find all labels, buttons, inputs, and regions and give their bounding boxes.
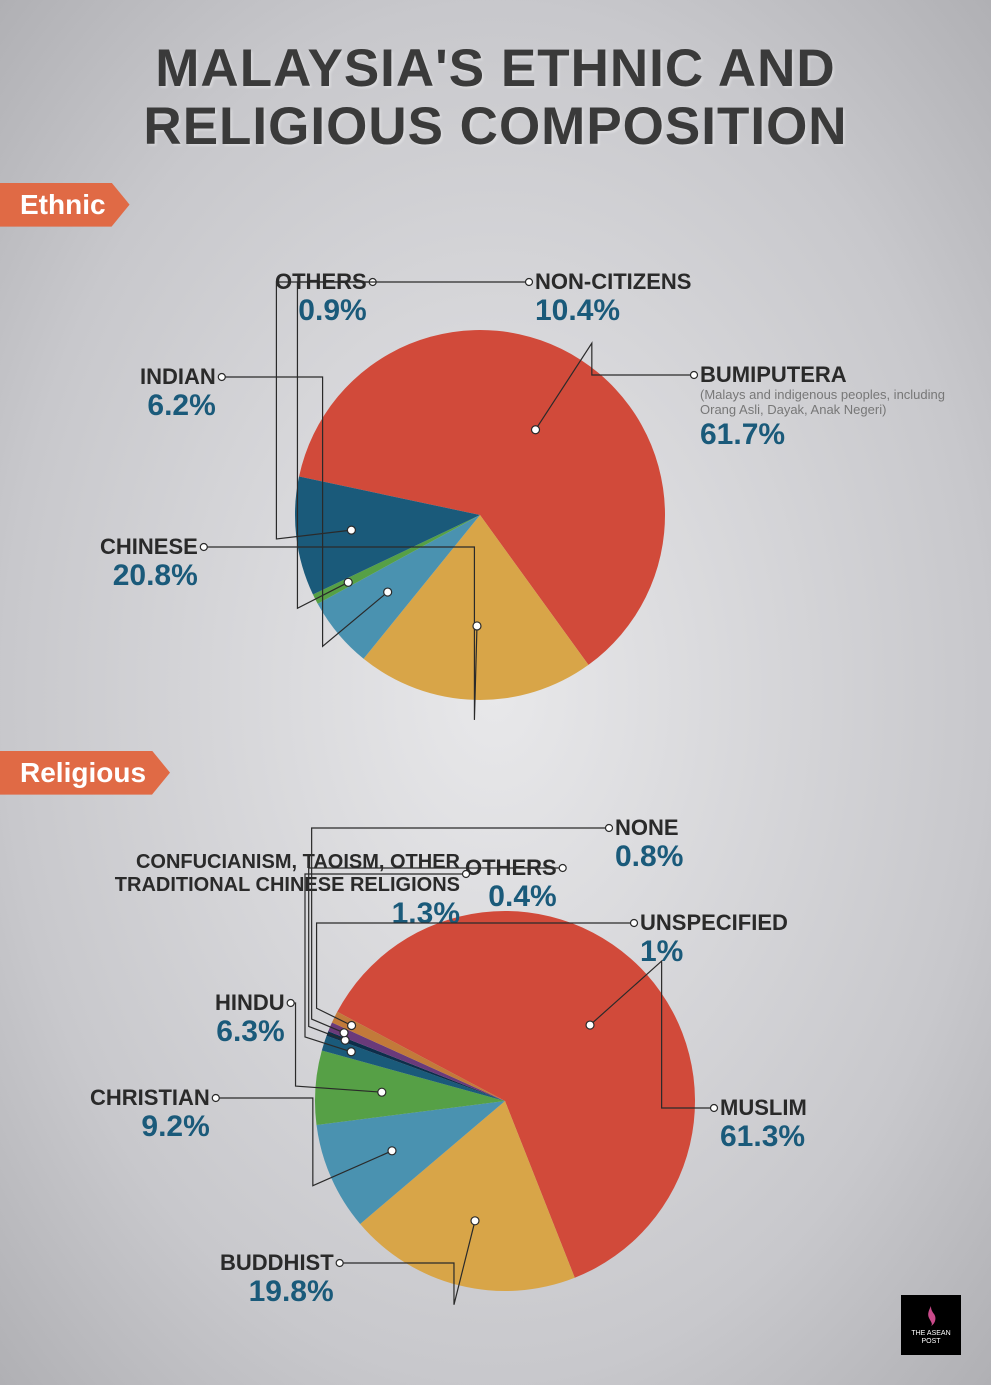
label-value: 20.8% [100,559,198,592]
pie-label-bumiputera: BUMIPUTERA(Malays and indigenous peoples… [700,363,980,451]
religious-chart-area: MUSLIM61.3%BUDDHIST19.8%CHRISTIAN9.2%HIN… [0,801,991,1341]
label-name: BUMIPUTERA [700,363,980,387]
label-name: INDIAN [140,365,216,389]
label-value: 6.2% [140,389,216,422]
pie-label-indian: INDIAN6.2% [140,365,216,422]
label-value: 1.3% [100,897,460,930]
pie-label-non-citizens: NON-CITIZENS10.4% [535,270,691,327]
label-name: UNSPECIFIED [640,911,788,935]
label-value: 0.4% [465,880,557,913]
page-title: MALAYSIA'S ETHNIC AND RELIGIOUS COMPOSIT… [0,0,991,177]
label-value: 61.7% [700,418,980,451]
label-name: BUDDHIST [220,1251,334,1275]
pie-label-buddhist: BUDDHIST19.8% [220,1251,334,1308]
pie-label-muslim: MUSLIM61.3% [720,1096,807,1153]
label-value: 10.4% [535,294,691,327]
label-name: MUSLIM [720,1096,807,1120]
pie-label-others: OTHERS0.4% [465,856,557,913]
label-name: OTHERS [275,270,367,294]
brand-icon [919,1304,943,1328]
pie-label-chinese: CHINESE20.8% [100,535,198,592]
pie-label-confucianism-taoism-other-traditional-chinese-religions: CONFUCIANISM, TAOISM, OTHER TRADITIONAL … [100,851,460,930]
label-name: CHINESE [100,535,198,559]
label-name: NONE [615,816,683,840]
brand-text: THE ASEAN POST [901,1330,961,1345]
label-value: 9.2% [90,1110,210,1143]
label-value: 1% [640,935,788,968]
label-name: CONFUCIANISM, TAOISM, OTHER TRADITIONAL … [100,851,460,897]
section-tag-ethnic: Ethnic [0,183,130,227]
label-sublabel: (Malays and indigenous peoples, includin… [700,387,980,418]
section-tag-religious: Religious [0,751,170,795]
label-value: 0.9% [275,294,367,327]
label-name: OTHERS [465,856,557,880]
label-name: HINDU [215,991,285,1015]
ethnic-chart-area: BUMIPUTERA(Malays and indigenous peoples… [0,235,991,745]
pie-label-none: NONE0.8% [615,816,683,873]
label-value: 19.8% [220,1275,334,1308]
pie-label-christian: CHRISTIAN9.2% [90,1086,210,1143]
label-value: 61.3% [720,1120,807,1153]
label-value: 6.3% [215,1015,285,1048]
label-value: 0.8% [615,840,683,873]
label-name: CHRISTIAN [90,1086,210,1110]
pie-label-unspecified: UNSPECIFIED1% [640,911,788,968]
label-name: NON-CITIZENS [535,270,691,294]
brand-logo: THE ASEAN POST [901,1295,961,1355]
ethnic-area-svg [0,235,991,745]
pie-label-others: OTHERS0.9% [275,270,367,327]
pie-label-hindu: HINDU6.3% [215,991,285,1048]
